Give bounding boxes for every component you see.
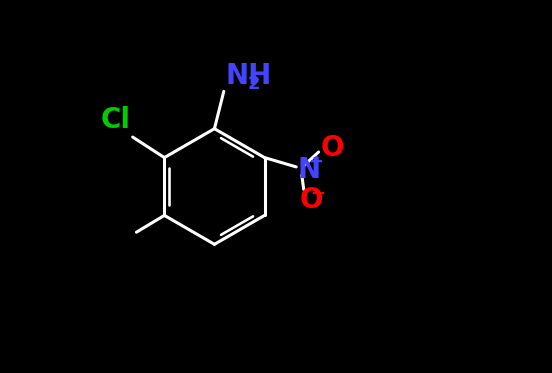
Text: N: N (298, 156, 321, 184)
Text: NH: NH (226, 62, 272, 90)
Text: −: − (310, 185, 326, 203)
Text: O: O (299, 186, 323, 214)
Text: Cl: Cl (101, 106, 131, 134)
Text: O: O (321, 134, 344, 162)
Text: 2: 2 (247, 75, 260, 93)
Text: +: + (309, 153, 323, 171)
